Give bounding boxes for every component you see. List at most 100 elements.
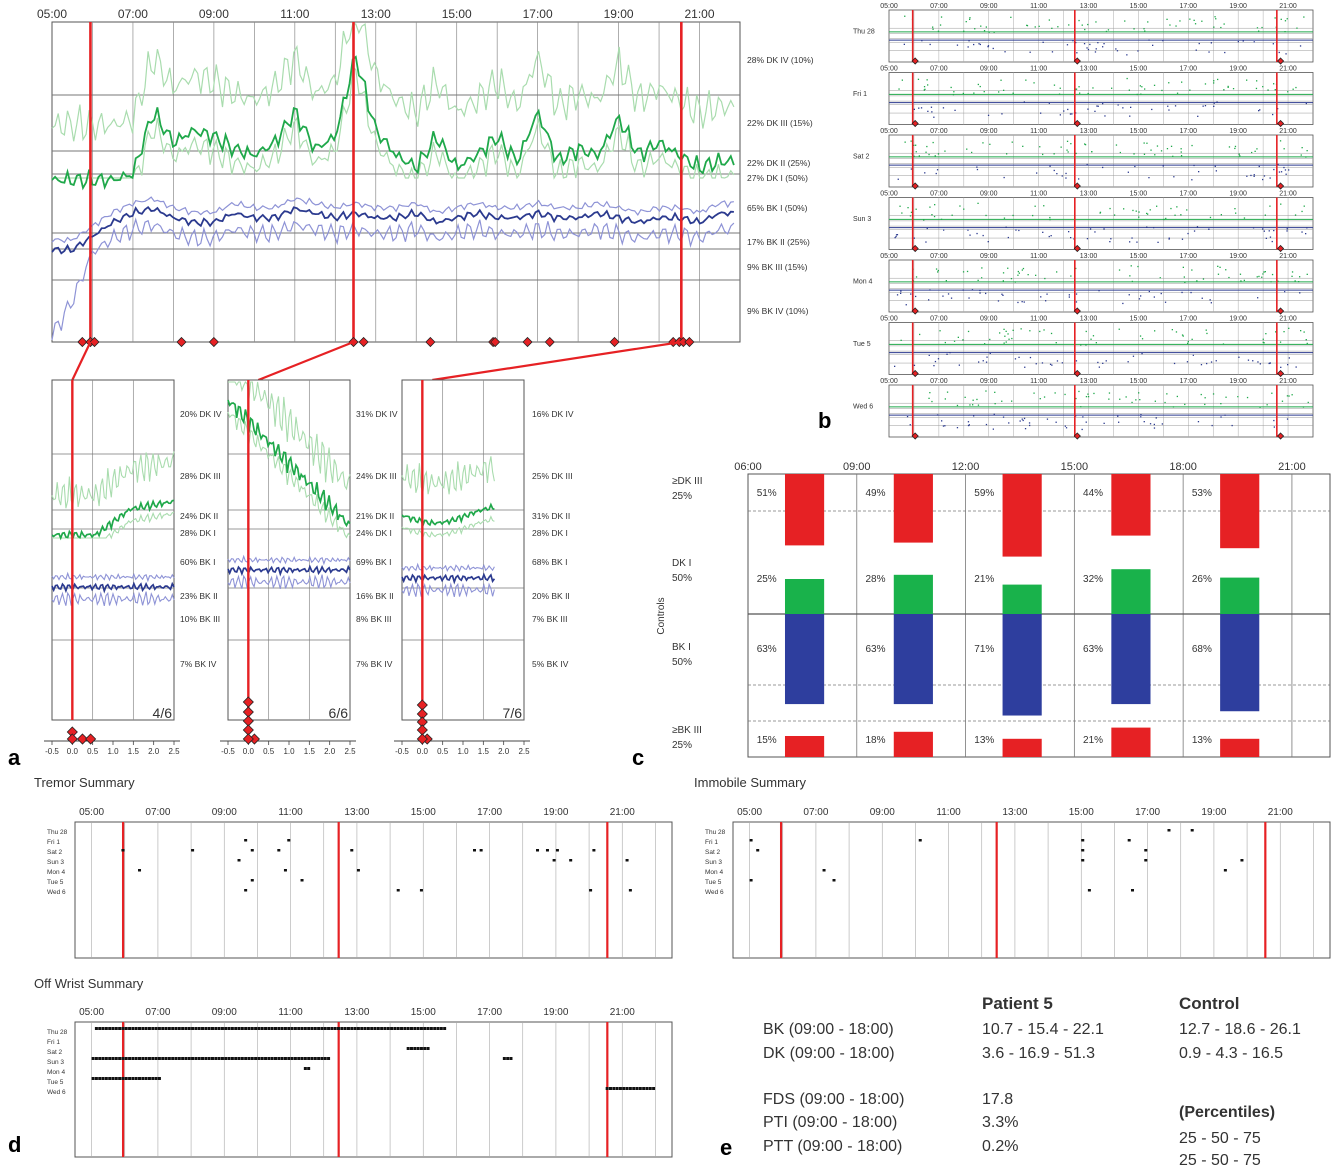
summary-offwrist-mark	[257, 1027, 261, 1030]
panel-b-sample-dot	[1048, 102, 1050, 104]
summary-offwrist-mark	[124, 1077, 128, 1080]
panel-a-medication-marker	[176, 336, 187, 348]
panel-a-percentile-label: 22% DK III (15%)	[747, 118, 813, 128]
summary-offwrist-mark	[300, 1027, 304, 1030]
panel-a-medication-marker	[89, 336, 100, 348]
summary-offwrist-mark	[128, 1057, 132, 1060]
summary-offwrist-mark	[605, 1087, 609, 1090]
summary-event-mark	[832, 879, 836, 882]
panel-b-sample-dot	[956, 404, 959, 407]
panel-c-row-label: DK I	[672, 558, 691, 569]
panel-b-sample-dot	[1303, 331, 1305, 333]
summary-offwrist-mark	[118, 1077, 122, 1080]
panel-b-sample-dot	[940, 218, 943, 220]
panel-b-sample-dot	[963, 208, 965, 210]
panel-b-sample-dot	[1122, 302, 1124, 305]
panel-b-sample-dot	[1154, 400, 1156, 402]
panel-b-sample-dot	[1091, 151, 1093, 153]
panel-b-sample-dot	[1147, 21, 1149, 23]
panel-b-sample-dot	[1184, 281, 1186, 283]
summary-event-mark	[1131, 889, 1134, 892]
panel-b-sample-dot	[962, 92, 964, 95]
row-label-dk: DK (09:00 - 18:00)	[763, 1045, 895, 1062]
panel-b-sample-dot	[915, 144, 917, 146]
zoom-x-tick-label: 0.0	[243, 747, 255, 756]
summary-offwrist-mark	[151, 1057, 155, 1060]
panel-b-sample-dot	[1288, 327, 1290, 329]
panel-b-hour-label: 21:00	[1279, 316, 1297, 323]
summary-offwrist-mark	[366, 1027, 370, 1030]
panel-c-data-label: 59%	[974, 488, 994, 499]
panel-b-sample-dot	[946, 353, 948, 355]
summary-offwrist-mark	[187, 1057, 191, 1060]
panel-b-sample-dot	[904, 141, 906, 143]
summary-offwrist-mark	[98, 1027, 102, 1030]
panel-b-sample-dot	[1194, 23, 1197, 25]
panel-b-sample-dot	[923, 86, 926, 88]
panel-b-sample-dot	[950, 86, 952, 89]
panel-b-sample-dot	[1286, 418, 1289, 420]
panel-b-sample-dot	[1003, 89, 1005, 91]
summary-offwrist-mark	[376, 1027, 380, 1030]
panel-b-sample-dot	[963, 30, 965, 32]
panel-b-sample-dot	[1067, 151, 1069, 153]
summary-offwrist-mark	[214, 1057, 218, 1060]
summary-offwrist-mark	[98, 1077, 102, 1080]
panel-b-sample-dot	[1005, 330, 1007, 332]
summary-offwrist-mark	[635, 1087, 639, 1090]
summary-event-mark	[250, 879, 254, 882]
offwrist-summary-title: Off Wrist Summary	[34, 976, 144, 991]
panel-b-sample-dot	[1066, 149, 1068, 151]
summary-event-mark	[555, 849, 559, 852]
panel-b-sample-dot	[1288, 357, 1290, 359]
panel-b-sample-dot	[976, 232, 978, 235]
panel-c-row-label: 25%	[672, 491, 692, 502]
panel-b-sample-dot	[1305, 156, 1307, 158]
summary-offwrist-mark	[201, 1027, 205, 1030]
panel-b-sample-dot	[1195, 49, 1197, 51]
summary-event-mark	[625, 859, 629, 862]
panel-a-percentile-label: 28% DK IV (10%)	[747, 55, 814, 65]
panel-b-sample-dot	[1306, 227, 1308, 229]
panel-b-sample-dot	[987, 114, 990, 116]
panel-b-sample-dot	[1065, 172, 1067, 175]
zoom-dk-upper-line	[401, 456, 495, 495]
summary-offwrist-mark	[400, 1027, 404, 1030]
panel-c-bar-dk1	[1111, 569, 1151, 614]
summary-offwrist-mark	[280, 1027, 284, 1030]
panel-c-data-label: 21%	[974, 574, 994, 585]
panel-b-sample-dot	[1137, 265, 1139, 268]
panel-b-sample-dot	[1040, 296, 1042, 298]
summary-offwrist-mark	[409, 1047, 413, 1050]
panel-b-sample-dot	[1068, 231, 1070, 233]
panel-b-sample-dot	[1039, 330, 1041, 333]
panel-b-daily-charts: 05:00 07:00 09:00 11:00 13:00 15:00 17:00 19:00…	[853, 3, 1314, 440]
summary-offwrist-mark	[254, 1027, 258, 1030]
panel-b-sample-dot	[1012, 92, 1014, 94]
panel-b-sample-dot	[1136, 241, 1138, 243]
panel-b-sample-dot	[1280, 18, 1282, 20]
panel-b-sample-dot	[1301, 210, 1303, 213]
zoom-x-tick-label: 2.0	[498, 747, 510, 756]
summary-offwrist-mark	[625, 1087, 629, 1090]
zoom-x-tick-label: 0.0	[67, 747, 79, 756]
panel-b-sample-dot	[1170, 207, 1172, 210]
panel-b-sample-dot	[1014, 358, 1017, 360]
panel-b-sample-dot	[1196, 280, 1198, 282]
zoom-percentile-label: 21% DK II	[356, 511, 394, 521]
summary-offwrist-mark	[642, 1087, 646, 1090]
panel-b-sample-dot	[1078, 390, 1080, 393]
summary-offwrist-mark	[124, 1057, 128, 1060]
panel-b-sample-dot	[929, 43, 931, 46]
panel-b-sample-dot	[1048, 19, 1050, 21]
summary-offwrist-mark	[317, 1027, 321, 1030]
panel-b-sample-dot	[1041, 362, 1044, 364]
panel-a-medication-marker	[208, 336, 219, 348]
panel-a-percentile-label: 9% BK III (15%)	[747, 262, 808, 272]
panel-b-sample-dot	[1067, 108, 1069, 111]
summary-event-mark	[918, 839, 922, 842]
panel-b-sample-dot	[1181, 291, 1183, 294]
summary-offwrist-mark	[237, 1057, 241, 1060]
panel-c-bar-dk3	[1111, 474, 1151, 536]
panel-b-hour-label: 21:00	[1279, 191, 1297, 198]
